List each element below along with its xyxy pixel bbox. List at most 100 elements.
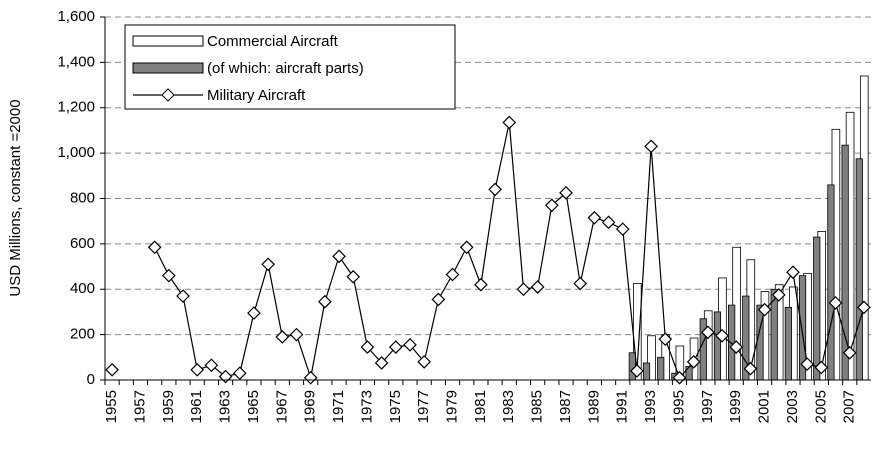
bar xyxy=(642,362,651,381)
x-tick-label: 1989 xyxy=(585,390,602,423)
bar xyxy=(628,352,636,381)
x-tick-label: 1995 xyxy=(670,390,687,423)
point xyxy=(247,306,261,320)
y-tick-label: 800 xyxy=(70,189,95,206)
x-tick-label: 1981 xyxy=(472,390,489,423)
point xyxy=(403,337,417,352)
y-tick-label: 1,400 xyxy=(57,53,95,70)
point xyxy=(289,327,304,342)
point xyxy=(743,361,758,376)
point xyxy=(176,289,190,303)
x-tick-label: 1987 xyxy=(557,390,574,423)
bar xyxy=(855,158,863,381)
x-tick-label: 1977 xyxy=(415,390,432,423)
bar xyxy=(728,304,736,381)
x-tick-label: 1967 xyxy=(273,390,290,423)
x-tick-label: 1971 xyxy=(330,390,347,423)
point xyxy=(303,370,318,385)
point xyxy=(190,362,205,377)
point xyxy=(459,240,474,255)
point xyxy=(715,328,729,343)
x-tick-label: 1979 xyxy=(444,390,461,423)
point xyxy=(417,355,432,369)
point xyxy=(587,210,602,225)
point xyxy=(658,332,673,347)
point xyxy=(318,294,332,309)
point xyxy=(630,364,644,378)
y-tick-label: 0 xyxy=(87,371,95,388)
point xyxy=(374,356,389,370)
point xyxy=(842,345,857,360)
y-tick-label: 600 xyxy=(70,235,95,252)
point xyxy=(105,362,119,377)
point xyxy=(814,360,829,375)
x-tick-label: 1957 xyxy=(131,390,148,423)
point xyxy=(544,198,559,213)
bar xyxy=(713,311,722,381)
point xyxy=(828,296,843,310)
bar xyxy=(813,236,821,381)
y-tick-label: 1,600 xyxy=(57,8,95,25)
x-tick-label: 1959 xyxy=(160,390,177,423)
legend-label: Commercial Aircraft xyxy=(207,33,339,50)
legend-label: (of which: aircraft parts) xyxy=(207,60,364,77)
x-tick-label: 1985 xyxy=(529,390,546,423)
point xyxy=(147,240,162,255)
point xyxy=(786,265,800,280)
y-tick-label: 400 xyxy=(70,280,95,297)
point xyxy=(204,358,219,373)
point xyxy=(161,268,176,283)
point xyxy=(488,182,502,197)
point xyxy=(388,340,403,354)
x-tick-label: 1969 xyxy=(302,390,319,423)
y-tick-label: 1,000 xyxy=(57,144,95,161)
point xyxy=(757,302,772,317)
point xyxy=(701,325,715,340)
legend-swatch xyxy=(132,62,204,74)
point xyxy=(445,267,460,282)
legend-marker xyxy=(161,88,175,102)
x-tick-label: 1983 xyxy=(500,390,517,423)
x-tick-label: 2001 xyxy=(756,390,773,423)
point xyxy=(644,139,658,154)
bar xyxy=(756,304,764,381)
point xyxy=(573,276,588,291)
point xyxy=(346,269,361,284)
bar xyxy=(827,184,835,381)
bar xyxy=(784,306,792,381)
x-tick-label: 2005 xyxy=(812,390,829,423)
x-tick-label: 1999 xyxy=(727,390,744,423)
point xyxy=(431,292,446,307)
x-tick-label: 1993 xyxy=(642,390,659,423)
point xyxy=(800,357,815,371)
point xyxy=(771,288,786,302)
point xyxy=(332,249,346,264)
point xyxy=(275,330,290,344)
point xyxy=(672,370,687,385)
y-tick-label: 1,200 xyxy=(57,99,95,116)
bar xyxy=(685,365,693,381)
point xyxy=(530,280,545,294)
point xyxy=(232,366,247,381)
point xyxy=(686,355,701,369)
point xyxy=(502,115,517,130)
bar xyxy=(657,356,665,381)
x-tick-label: 1991 xyxy=(614,390,631,423)
x-tick-label: 2007 xyxy=(841,390,858,423)
point xyxy=(218,369,233,384)
line xyxy=(154,122,865,379)
point xyxy=(601,215,616,230)
x-tick-label: 1965 xyxy=(245,390,262,423)
legend-swatch xyxy=(132,35,204,47)
x-tick-label: 1955 xyxy=(103,390,120,423)
x-tick-label: 1975 xyxy=(387,390,404,423)
x-tick-label: 2003 xyxy=(784,390,801,423)
point xyxy=(559,185,573,200)
point xyxy=(857,300,871,315)
x-tick-label: 1997 xyxy=(699,390,716,423)
legend-label: Military Aircraft xyxy=(207,87,306,104)
point xyxy=(261,257,275,272)
point xyxy=(360,340,375,354)
x-tick-label: 1963 xyxy=(217,390,234,423)
